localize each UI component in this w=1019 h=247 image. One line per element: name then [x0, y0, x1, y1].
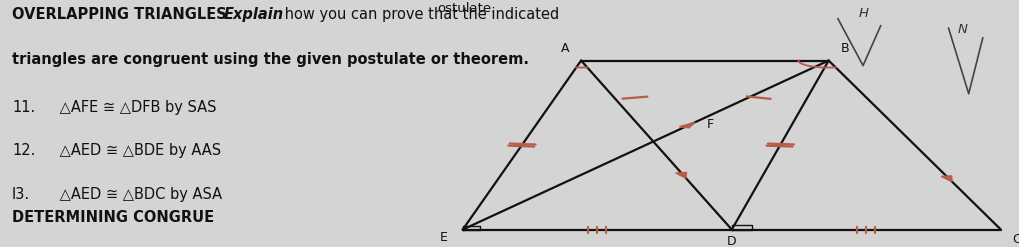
Text: 11.: 11.	[12, 100, 36, 115]
Text: DETERMINING CONGRUE: DETERMINING CONGRUE	[12, 210, 214, 225]
Text: D: D	[727, 235, 737, 247]
Polygon shape	[676, 172, 687, 178]
Text: triangles are congruent using the given postulate or theorem.: triangles are congruent using the given …	[12, 52, 529, 66]
Text: ostulate.: ostulate.	[437, 2, 496, 15]
Text: F: F	[707, 118, 714, 131]
Polygon shape	[680, 122, 695, 128]
Text: 12.: 12.	[12, 143, 36, 158]
Text: Explain: Explain	[223, 7, 283, 22]
Text: I3.: I3.	[12, 187, 31, 202]
Polygon shape	[942, 176, 952, 182]
Text: B: B	[841, 42, 849, 55]
Text: △AFE ≅ △DFB by SAS: △AFE ≅ △DFB by SAS	[55, 100, 217, 115]
Text: N: N	[958, 23, 967, 36]
Text: E: E	[440, 231, 447, 244]
Text: C: C	[1013, 233, 1019, 247]
Text: A: A	[560, 42, 570, 55]
Text: OVERLAPPING TRIANGLES: OVERLAPPING TRIANGLES	[12, 7, 227, 22]
Text: △AED ≅ △BDC by ASA: △AED ≅ △BDC by ASA	[55, 187, 222, 202]
Text: △AED ≅ △BDE by AAS: △AED ≅ △BDE by AAS	[55, 143, 221, 158]
Text: how you can prove that the indicated: how you can prove that the indicated	[279, 7, 558, 22]
Text: H: H	[859, 7, 869, 20]
